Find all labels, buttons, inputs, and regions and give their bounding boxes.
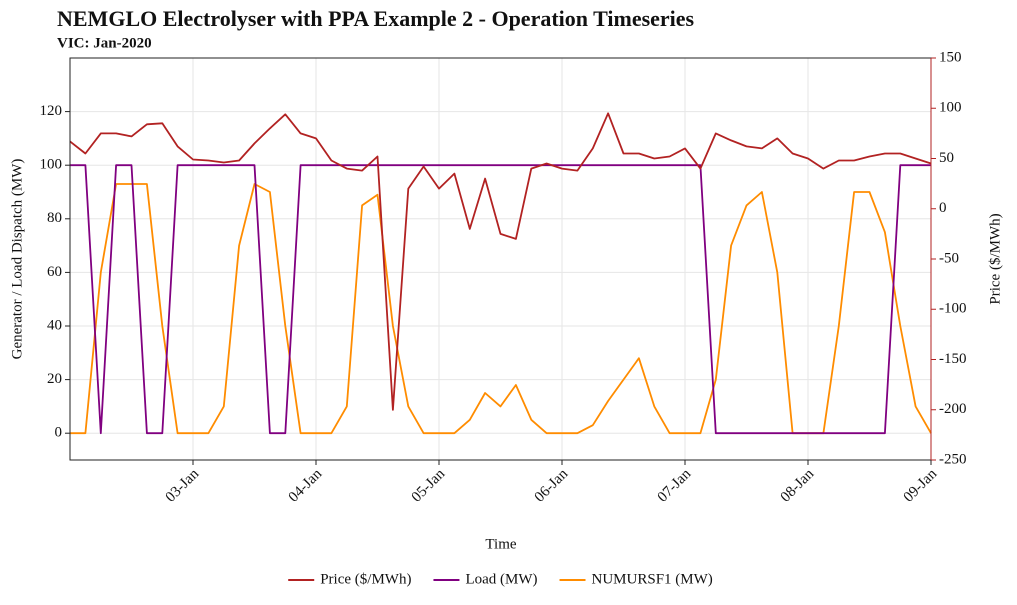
y-tick-label: 80	[47, 210, 62, 226]
plot-frame	[69, 57, 932, 461]
x-tick-label: 09-Jan	[901, 466, 941, 506]
y-tick-label: 100	[40, 157, 63, 173]
y2-tick-label: 0	[939, 200, 947, 216]
x-tick-label: 08-Jan	[778, 466, 818, 506]
legend-label: NUMURSF1 (MW)	[592, 571, 713, 587]
legend-label: Price ($/MWh)	[320, 571, 411, 587]
y2-tick-label: 150	[939, 49, 962, 65]
series-line	[70, 164, 931, 435]
series-line	[70, 183, 932, 435]
x-tick-label: 04-Jan	[286, 466, 326, 506]
y-axis-label: Generator / Load Dispatch (MW)	[9, 159, 25, 360]
series-line	[69, 112, 932, 411]
y-tick-label: 0	[55, 425, 63, 441]
y2-axis-label: Price ($/MWh)	[987, 213, 1003, 304]
y-tick-label: 40	[47, 317, 62, 333]
y2-tick-label: 50	[939, 150, 954, 166]
y2-tick-label: -200	[939, 401, 967, 417]
y-tick-label: 120	[40, 103, 63, 119]
y2-tick-label: -100	[939, 301, 967, 317]
y2-tick-label: -50	[939, 250, 959, 266]
chart-subtitle: VIC: Jan-2020	[57, 35, 152, 51]
x-tick-label: 06-Jan	[532, 466, 572, 506]
y2-tick-label: 100	[939, 100, 962, 116]
x-tick-label: 05-Jan	[409, 466, 449, 506]
y-tick-label: 60	[47, 264, 62, 280]
legend: Price ($/MWh) Load (MW) NUMURSF1 (MW)	[288, 571, 713, 587]
y2-tick-label: -250	[939, 451, 967, 467]
x-tick-label: 07-Jan	[655, 466, 695, 506]
y2-tick-label: -150	[939, 351, 967, 367]
y-tick-label: 20	[47, 371, 62, 387]
legend-label: Load (MW)	[465, 571, 537, 587]
chart-title: NEMGLO Electrolyser with PPA Example 2 -…	[57, 6, 695, 31]
x-tick-label: 03-Jan	[163, 466, 203, 506]
x-axis-label: Time	[485, 536, 516, 552]
